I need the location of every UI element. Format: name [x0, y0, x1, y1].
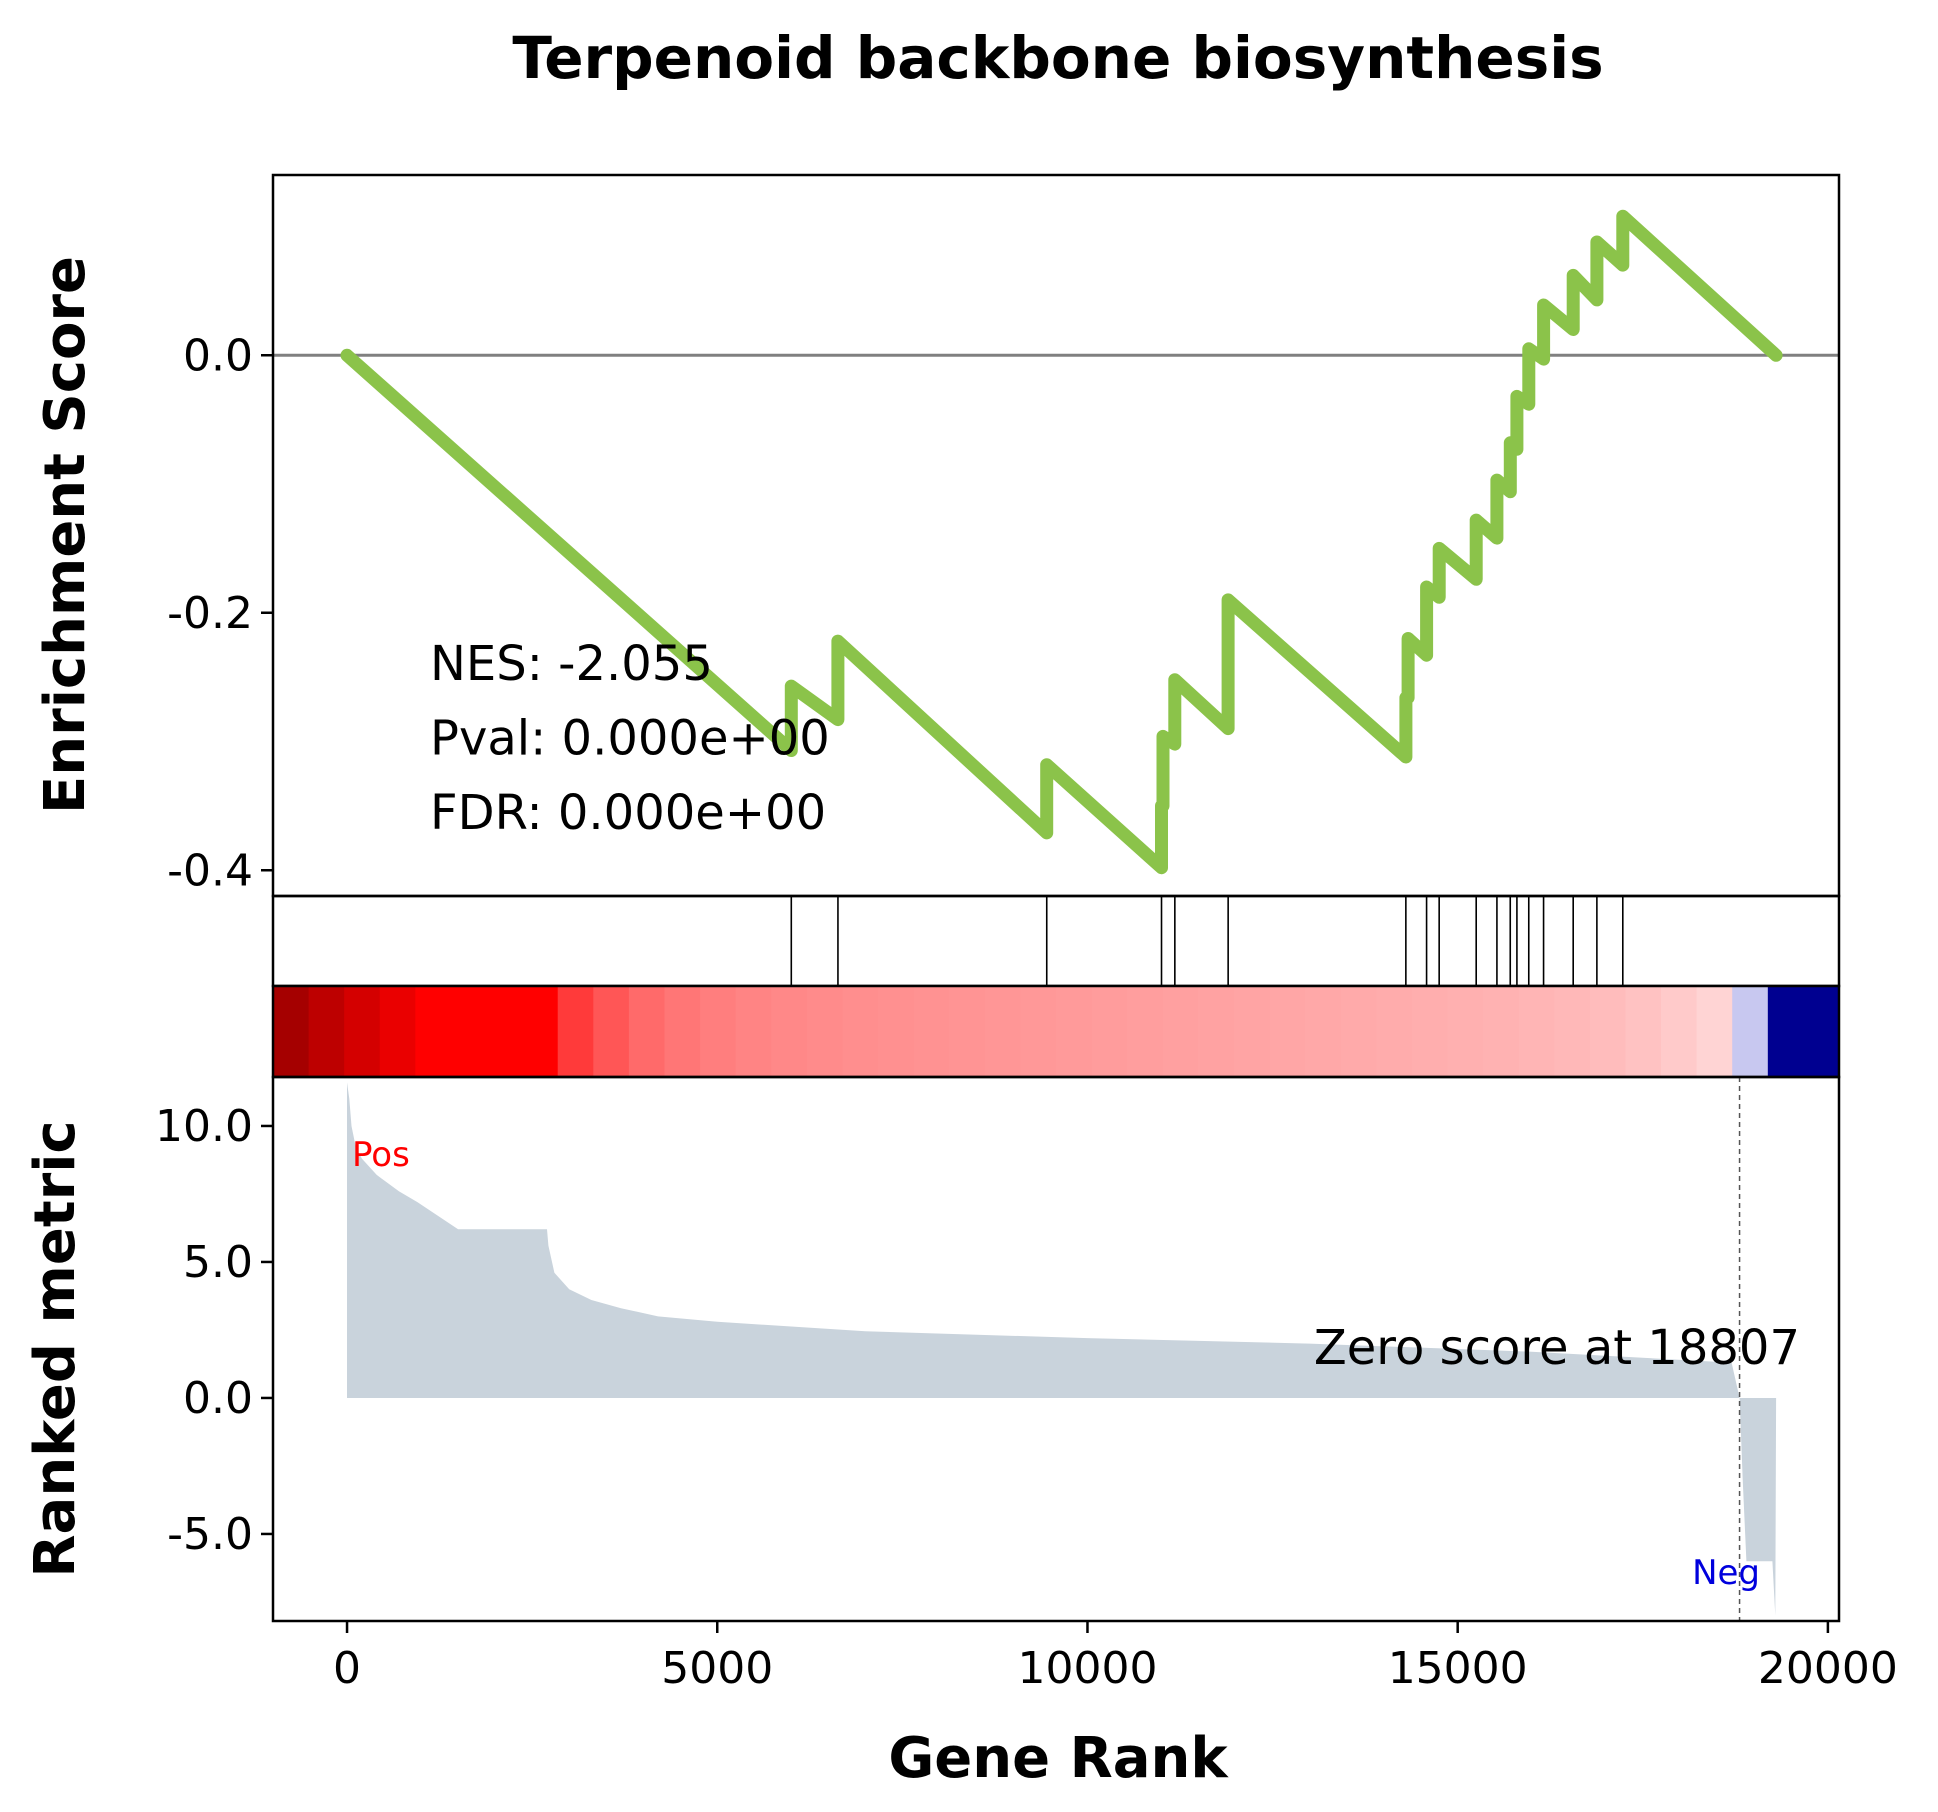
x-tick-label: 0	[333, 1643, 361, 1694]
heatmap-cell	[593, 986, 630, 1077]
heatmap-cell	[1625, 986, 1662, 1077]
heatmap-cell	[664, 986, 701, 1077]
heatmap-cell	[842, 986, 879, 1077]
heatmap-cell	[379, 986, 417, 1077]
heatmap-cell	[1056, 986, 1093, 1077]
x-tick-label: 15000	[1388, 1643, 1528, 1694]
ranked-metric-y-axis-title: Ranked metric	[23, 1120, 88, 1577]
enrichment-y-axis-title: Enrichment Score	[33, 256, 98, 814]
heatmap-cell	[1554, 986, 1591, 1077]
ranked-metric-y-tick-label: -5.0	[167, 1509, 253, 1560]
heatmap-cell	[308, 986, 345, 1077]
heatmap-cell	[1589, 986, 1627, 1077]
ranked-metric-area	[347, 1082, 1777, 1616]
heatmap-cell	[1661, 986, 1698, 1077]
heatmap-cell	[1091, 986, 1128, 1077]
heatmap-cell	[450, 986, 488, 1077]
enrichment-y-tick-label: -0.2	[167, 588, 253, 639]
hits-panel-frame	[271, 894, 1841, 988]
heatmap-cell	[1803, 986, 1840, 1077]
x-tick-label: 5000	[661, 1643, 773, 1694]
rank-heatmap	[271, 984, 1841, 1079]
enrichment-y-ticks: 0.0 -0.2 -0.4	[167, 330, 273, 896]
fdr-label: FDR: 0.000e+00	[430, 785, 826, 841]
enrichment-score-line	[340, 209, 1783, 875]
enrichment-y-tick-label: 0.0	[183, 330, 253, 381]
neg-label: Neg	[1692, 1553, 1760, 1593]
ranked-metric-y-tick-label: 10.0	[155, 1101, 253, 1152]
x-axis-title: Gene Rank	[888, 1726, 1229, 1791]
heatmap-cell	[628, 986, 666, 1077]
hits-panel	[271, 894, 1841, 988]
heatmap-cell	[1020, 986, 1057, 1077]
ranked-metric-y-ticks: 10.0 5.0 0.0 -5.0	[155, 1101, 273, 1560]
ranked-metric-y-tick-label: 5.0	[183, 1237, 253, 1288]
ranked-metric-frame	[271, 1075, 1841, 1623]
heatmap-cell	[1732, 986, 1769, 1077]
heatmap-cell	[1447, 986, 1484, 1077]
heatmap-cell	[1767, 986, 1805, 1077]
heatmap-cell	[949, 986, 986, 1077]
hit-marks	[790, 896, 1624, 986]
heatmap-cell	[1518, 986, 1556, 1077]
heatmap-cell	[1162, 986, 1200, 1077]
ranked-metric-panel: Pos Neg Zero score at 18807 10.0 5.0 0.0 -5…	[23, 1075, 1841, 1623]
heatmap-cell	[984, 986, 1022, 1077]
stats-annotation: NES: -2.055 Pval: 0.000e+00 FDR: 0.000e+…	[430, 636, 845, 841]
enrichment-panel: 0.0 -0.2 -0.4 Enrichment Score NES: -2.055…	[33, 173, 1841, 898]
heatmap-cell	[913, 986, 951, 1077]
heatmap-cell	[878, 986, 915, 1077]
pos-label: Pos	[352, 1135, 410, 1175]
ranked-metric-y-tick-label: 0.0	[183, 1373, 253, 1424]
heatmap-cell	[771, 986, 808, 1077]
enrichment-y-tick-label: -0.4	[167, 845, 253, 896]
heatmap-cell	[1376, 986, 1413, 1077]
chart-title: Terpenoid backbone biosynthesis	[512, 24, 1603, 92]
x-tick-label: 10000	[1017, 1643, 1157, 1694]
heatmap-cell	[486, 986, 523, 1077]
heatmap-cell	[522, 986, 559, 1077]
x-tick-label: 20000	[1758, 1643, 1898, 1694]
zero-score-label: Zero score at 18807	[1314, 1320, 1800, 1376]
heatmap-cell	[1127, 986, 1164, 1077]
heatmap-cell	[700, 986, 737, 1077]
heatmap-cell	[1305, 986, 1342, 1077]
heatmap-cell	[344, 986, 381, 1077]
heatmap-cell	[557, 986, 595, 1077]
heatmap-cell	[273, 986, 310, 1077]
heatmap-cell	[1340, 986, 1378, 1077]
nes-label: NES: -2.055	[430, 636, 713, 692]
heatmap-cell	[1696, 986, 1734, 1077]
heatmap-cell	[1269, 986, 1306, 1077]
heatmap-cell	[1483, 986, 1520, 1077]
heatmap-cell	[806, 986, 844, 1077]
heatmap-cell	[1198, 986, 1235, 1077]
x-axis-ticks: 0 5000 10000 15000 20000	[333, 1621, 1898, 1694]
heatmap-cells	[273, 986, 1840, 1077]
pval-label: Pval: 0.000e+00	[430, 710, 830, 766]
heatmap-cell	[415, 986, 452, 1077]
heatmap-cell	[1411, 986, 1449, 1077]
heatmap-cell	[735, 986, 773, 1077]
heatmap-cell	[1233, 986, 1271, 1077]
